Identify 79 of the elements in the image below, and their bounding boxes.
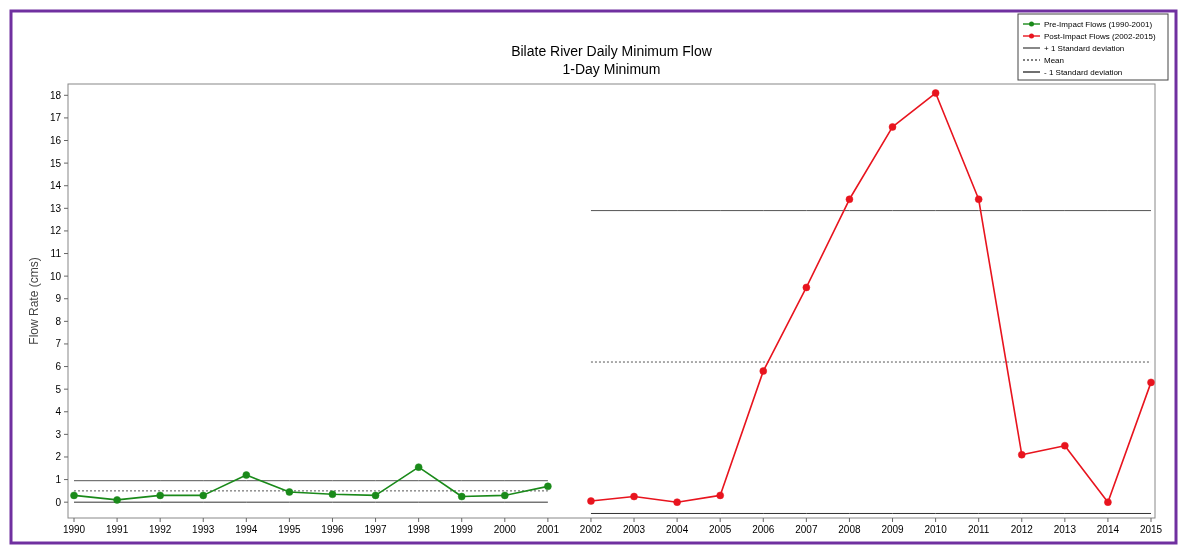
- point: [1018, 450, 1026, 459]
- x-tick-label: 1995: [278, 524, 301, 535]
- y-tick-label: 7: [55, 338, 62, 350]
- point: [285, 488, 294, 496]
- point: [974, 195, 983, 204]
- y-tick-label: 12: [49, 225, 62, 237]
- x-tick-label: 2005: [709, 524, 732, 535]
- point: [716, 491, 724, 500]
- x-tick-label: 2006: [752, 524, 775, 535]
- chart-subtitle: 1-Day Minimum: [562, 61, 661, 77]
- x-tick-label: 2008: [838, 524, 861, 535]
- x-tick-label: 2010: [924, 524, 948, 535]
- point: [931, 89, 940, 97]
- y-tick-label: 13: [49, 202, 62, 214]
- x-tick-label: 1996: [321, 524, 345, 535]
- point: [113, 496, 121, 504]
- point: [587, 497, 595, 505]
- legend-label: - 1 Standard deviation: [1044, 67, 1123, 77]
- x-tick-label: 1991: [105, 524, 129, 535]
- y-tick-label: 2: [55, 451, 62, 463]
- point: [802, 283, 811, 292]
- y-tick-label: 11: [50, 248, 62, 260]
- point: [328, 490, 337, 499]
- point: [673, 498, 681, 506]
- legend-label: Mean: [1044, 55, 1065, 65]
- x-tick-label: 2012: [1010, 524, 1034, 535]
- x-tick-label: 2002: [579, 524, 603, 535]
- y-tick-label: 18: [49, 89, 62, 101]
- point: [1061, 441, 1069, 450]
- y-axis-title: Flow Rate (cms): [27, 257, 41, 345]
- x-tick-label: 2013: [1053, 524, 1077, 535]
- x-tick-label: 1990: [62, 524, 86, 535]
- y-tick-label: 10: [49, 270, 62, 282]
- x-tick-label: 2003: [622, 524, 646, 535]
- y-tick-label: 6: [55, 361, 62, 373]
- point: [1104, 498, 1112, 506]
- y-tick-label: 4: [55, 406, 62, 418]
- y-tick-label: 16: [49, 135, 62, 147]
- x-tick-label: 2014: [1096, 524, 1120, 535]
- point: [156, 491, 164, 500]
- point: [457, 492, 466, 501]
- y-tick-label: 8: [55, 315, 62, 327]
- x-tick-label: 2004: [665, 524, 689, 535]
- point: [501, 491, 509, 500]
- x-tick-label: 2000: [493, 524, 517, 535]
- x-tick-label: 1992: [149, 524, 172, 535]
- point: [1147, 378, 1155, 387]
- x-tick-label: 2001: [536, 524, 560, 535]
- y-tick-label: 14: [49, 180, 62, 192]
- x-tick-label: 2009: [881, 524, 905, 535]
- x-tick-label: 1994: [235, 524, 258, 535]
- y-tick-label: 3: [55, 428, 62, 440]
- y-tick-label: 0: [55, 496, 62, 508]
- x-tick-label: 1993: [192, 524, 215, 535]
- point: [371, 491, 380, 500]
- point: [242, 471, 251, 479]
- point: [70, 491, 78, 500]
- point: [845, 195, 854, 204]
- legend-label: + 1 Standard deviation: [1044, 43, 1125, 53]
- y-tick-label: 1: [55, 474, 62, 486]
- y-tick-label: 15: [49, 157, 62, 169]
- point: [544, 482, 552, 491]
- x-tick-label: 2007: [795, 524, 818, 535]
- point: [630, 492, 638, 501]
- point: [888, 123, 897, 131]
- x-tick-label: 2015: [1139, 524, 1163, 535]
- x-tick-label: 1997: [364, 524, 388, 535]
- y-tick-label: 9: [55, 293, 62, 305]
- x-tick-label: 2011: [967, 524, 990, 535]
- legend-label: Pre-Impact Flows (1990-2001): [1044, 19, 1153, 29]
- y-tick-label: 17: [49, 112, 62, 124]
- x-tick-label: 1999: [450, 524, 474, 535]
- legend-label: Post-Impact Flows (2002-2015): [1044, 31, 1156, 41]
- point: [199, 491, 207, 500]
- x-tick-label: 1998: [407, 524, 431, 535]
- point: [759, 367, 768, 375]
- chart-title: Bilate River Daily Minimum Flow: [511, 43, 713, 59]
- point: [414, 463, 423, 471]
- y-tick-label: 5: [55, 383, 62, 395]
